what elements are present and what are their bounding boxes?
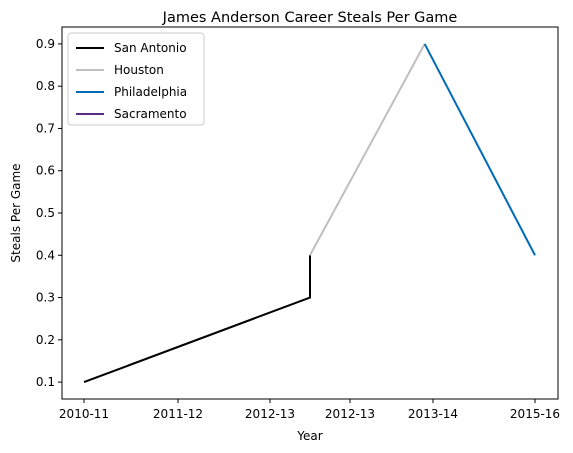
y-axis-label: Steals Per Game <box>9 163 23 262</box>
x-tick-label: 2010-11 <box>59 407 109 421</box>
y-tick-label: 0.3 <box>36 291 55 305</box>
series-line-san-antonio <box>83 255 311 384</box>
x-tick-label: 2012-13 <box>245 407 295 421</box>
legend-label: Houston <box>114 63 164 77</box>
y-tick-label: 0.2 <box>36 333 55 347</box>
x-axis-label: Year <box>296 429 322 443</box>
x-tick-label: 2011-12 <box>153 407 203 421</box>
legend: San Antonio Houston Philadelphia Sacramento <box>67 32 205 126</box>
x-tick-label: 2012-13 <box>325 407 375 421</box>
y-tick-label: 0.8 <box>36 79 55 93</box>
series-layer <box>83 43 536 384</box>
series-line-houston <box>309 43 426 256</box>
series-line-philadelphia <box>423 43 536 256</box>
x-tick-label: 2013-14 <box>408 407 458 421</box>
x-tick-label: 2015-16 <box>510 407 560 421</box>
y-tick-label: 0.1 <box>36 375 55 389</box>
legend-box <box>67 32 205 126</box>
y-tick-label: 0.4 <box>36 248 55 262</box>
y-tick-label: 0.5 <box>36 206 55 220</box>
y-tick-label: 0.7 <box>36 121 55 135</box>
x-axis: 2010-11 2011-12 2012-13 2012-13 2013-14 2015-… <box>59 399 560 421</box>
chart-title: James Anderson Career Steals Per Game <box>162 10 458 26</box>
y-axis: 0.1 0.2 0.3 0.4 0.5 0.6 0.7 0.8 0.9 <box>36 37 62 389</box>
y-tick-label: 0.6 <box>36 164 55 178</box>
legend-label: Philadelphia <box>114 85 187 99</box>
legend-label: San Antonio <box>114 41 187 55</box>
y-tick-label: 0.9 <box>36 37 55 51</box>
legend-label: Sacramento <box>114 107 187 121</box>
